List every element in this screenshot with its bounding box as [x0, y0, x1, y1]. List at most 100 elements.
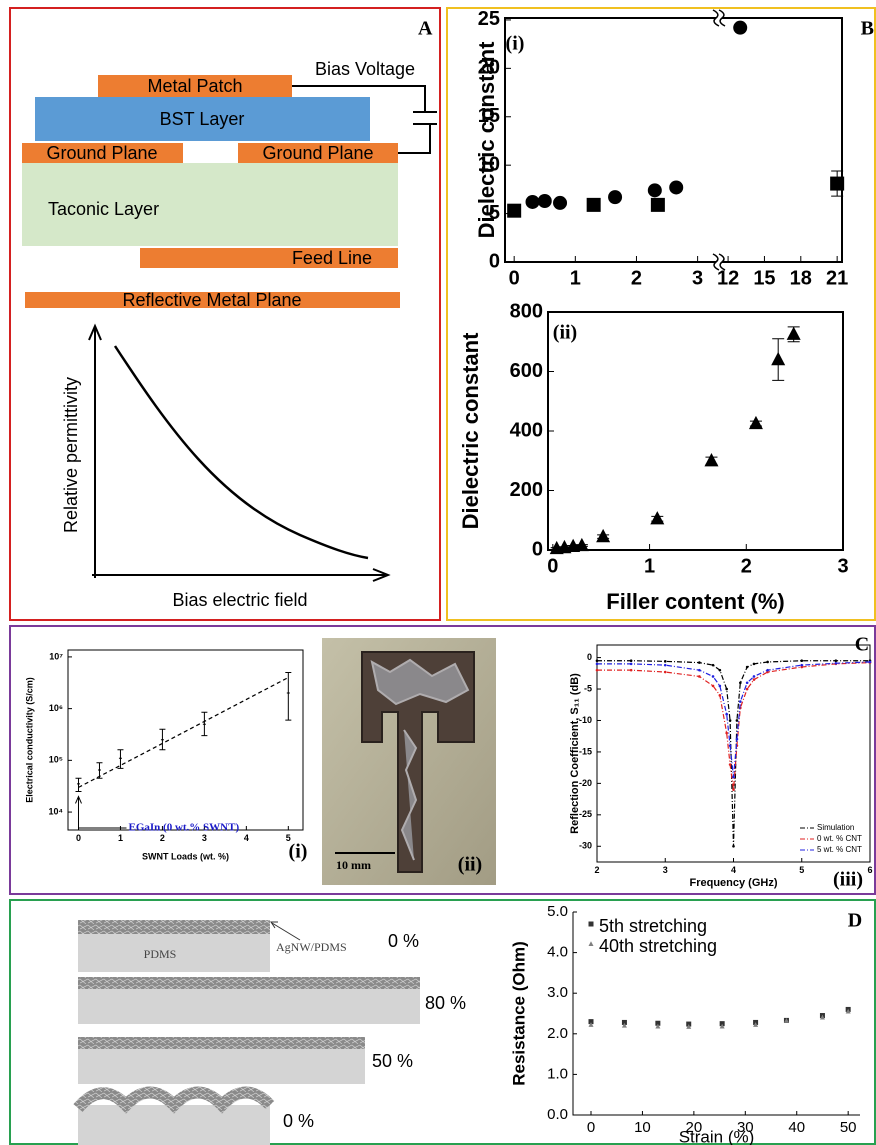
point — [663, 670, 667, 674]
point — [834, 659, 838, 663]
y-tick-label: 2.0 — [547, 1025, 568, 1042]
y-tick-label: 1.0 — [547, 1065, 568, 1082]
point — [733, 20, 748, 35]
x-tick-label: 1 — [118, 833, 123, 843]
legend-label: Simulation — [817, 823, 854, 832]
arrow — [270, 921, 301, 941]
series-line — [597, 662, 871, 790]
y-tick-label: 20 — [478, 57, 500, 79]
layer-label: Metal Patch — [147, 76, 242, 96]
x-tick-label: 2 — [594, 865, 599, 875]
point — [655, 1020, 661, 1026]
point — [735, 719, 739, 722]
x-tick-label: 2 — [160, 833, 165, 843]
subpanel-tag: (ii) — [553, 322, 577, 344]
point — [621, 1019, 627, 1025]
layer — [238, 143, 398, 163]
y-tick-label: 0 — [587, 652, 592, 662]
y-axis-label: Reflection Coefficient, S₁₁ (dB) — [569, 673, 581, 834]
x-tick-label: 5 — [799, 865, 804, 875]
point — [745, 681, 749, 685]
point — [766, 670, 769, 674]
error-bar — [75, 777, 82, 792]
y-tick-label: 10 — [478, 153, 500, 175]
axis-break — [712, 9, 720, 27]
axis-break — [718, 253, 726, 271]
point — [596, 528, 611, 543]
point — [686, 1024, 692, 1029]
point — [588, 1022, 594, 1027]
x-tick-label: 5 — [286, 833, 291, 843]
sketch-axes — [88, 323, 391, 582]
point — [629, 659, 633, 663]
point — [766, 668, 769, 672]
x-tick-label: 12 — [717, 267, 739, 289]
point — [669, 180, 684, 195]
axis-label: Relative permittivity — [61, 377, 81, 533]
strain-label: 80 % — [425, 993, 466, 1013]
strain-label: 0 % — [388, 931, 419, 951]
point — [732, 844, 735, 848]
point — [819, 1014, 825, 1020]
point — [771, 351, 786, 366]
bias-circuit — [292, 85, 437, 154]
point — [800, 665, 804, 669]
point — [686, 1021, 692, 1027]
x-tick-label: 2 — [741, 555, 752, 577]
layer — [25, 292, 400, 308]
point — [621, 1022, 627, 1028]
y-tick-label: 400 — [510, 419, 543, 441]
point — [650, 197, 665, 212]
point — [732, 775, 735, 779]
axis-break — [718, 9, 726, 27]
y-axis-label: Dielectric constant — [474, 41, 499, 239]
legend-swatch — [588, 941, 594, 946]
panel-a-border — [9, 7, 441, 621]
point — [663, 663, 667, 667]
y-tick-label: 0.0 — [547, 1106, 568, 1123]
plot-frame — [67, 649, 304, 831]
point — [574, 537, 589, 552]
x-tick-label: 20 — [686, 1119, 703, 1136]
point — [766, 660, 769, 664]
series-line — [597, 661, 871, 778]
axis-label: Bias electric field — [172, 590, 307, 610]
y-tick-label: 600 — [510, 360, 543, 382]
y-tick-label: 800 — [510, 300, 543, 322]
point — [739, 681, 742, 685]
layer-label: Ground Plane — [262, 143, 373, 163]
point — [845, 1008, 851, 1014]
point — [728, 719, 732, 722]
point — [739, 700, 742, 703]
point — [595, 668, 599, 672]
point — [711, 663, 715, 667]
point — [698, 668, 701, 672]
x-tick-label: 3 — [692, 267, 703, 289]
y-tick-label: 10⁴ — [49, 806, 63, 816]
point — [586, 197, 601, 212]
point — [745, 687, 749, 691]
y-tick-label: 4.0 — [547, 944, 568, 961]
legend-label: 40th stretching — [599, 936, 717, 956]
axis-break-gap — [715, 259, 723, 265]
y-tick-label: 0 — [489, 250, 500, 272]
x-tick-label: 50 — [840, 1119, 857, 1136]
layer-label: Taconic Layer — [48, 199, 159, 219]
film — [78, 1037, 365, 1049]
subpanel-tag: (ii) — [458, 854, 482, 876]
legend-swatch — [588, 921, 594, 927]
point — [800, 663, 804, 667]
point — [752, 678, 756, 681]
point — [719, 1021, 725, 1027]
point — [629, 668, 633, 672]
point — [595, 662, 599, 666]
point — [608, 190, 623, 205]
error-bar — [285, 671, 292, 721]
x-tick-label: 1 — [644, 555, 655, 577]
point — [711, 675, 715, 678]
point — [537, 194, 552, 208]
x-tick-label: 40 — [788, 1119, 805, 1136]
point — [704, 453, 719, 467]
y-tick-label: 25 — [478, 8, 500, 30]
